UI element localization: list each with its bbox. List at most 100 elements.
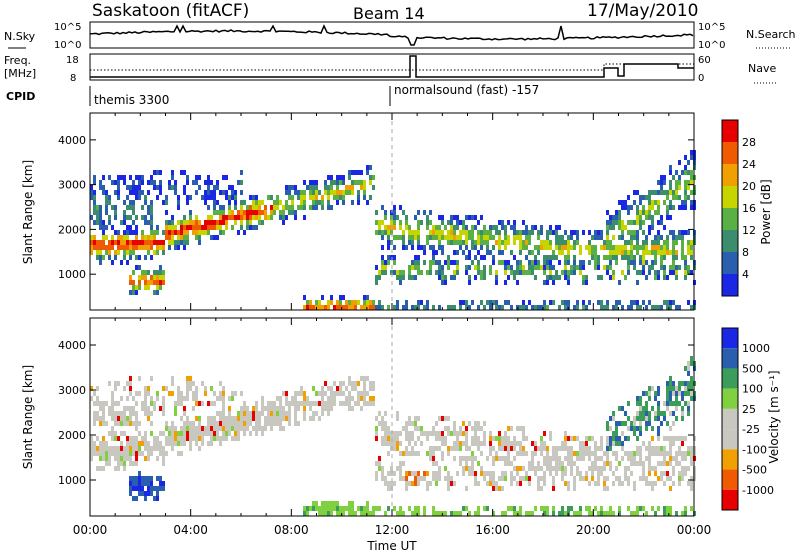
velocity-cell xyxy=(168,391,171,396)
power-cell xyxy=(432,305,435,310)
velocity-cell xyxy=(567,451,570,456)
power-cell xyxy=(153,250,156,255)
power-cell xyxy=(681,235,684,240)
velocity-cell xyxy=(396,416,399,421)
power-cell xyxy=(321,305,324,310)
velocity-cell xyxy=(228,411,231,416)
power-cell xyxy=(159,185,162,190)
power-cell xyxy=(156,250,159,255)
power-cell xyxy=(186,230,189,235)
power-cell xyxy=(117,185,120,190)
velocity-cell xyxy=(267,411,270,416)
velocity-cell xyxy=(408,416,411,421)
power-cell xyxy=(150,240,153,245)
velocity-cell xyxy=(657,391,660,396)
power-cell xyxy=(456,240,459,245)
velocity-cell xyxy=(579,506,582,511)
power-cell xyxy=(255,195,258,200)
power-cell xyxy=(330,295,333,300)
velocity-cell xyxy=(447,486,450,491)
power-cell xyxy=(300,190,303,195)
velocity-cell xyxy=(618,511,621,516)
power-cell xyxy=(168,245,171,250)
velocity-cell xyxy=(606,486,609,491)
velocity-cell xyxy=(435,461,438,466)
velocity-cell xyxy=(603,481,606,486)
velocity-cell xyxy=(363,506,366,511)
power-cell xyxy=(624,205,627,210)
velocity-cell xyxy=(636,426,639,431)
velocity-cell xyxy=(615,426,618,431)
power-cell xyxy=(459,235,462,240)
power-cell xyxy=(210,190,213,195)
velocity-cell xyxy=(654,481,657,486)
velocity-cell xyxy=(678,481,681,486)
velocity-cell xyxy=(189,386,192,391)
velocity-cell xyxy=(660,471,663,476)
velocity-cell xyxy=(192,426,195,431)
velocity-cell xyxy=(456,446,459,451)
power-cell xyxy=(189,225,192,230)
velocity-cell xyxy=(135,476,138,481)
velocity-cell xyxy=(648,461,651,466)
velocity-cell xyxy=(102,466,105,471)
velocity-cell xyxy=(195,386,198,391)
power-cell xyxy=(219,215,222,220)
velocity-cell xyxy=(219,426,222,431)
velocity-cell xyxy=(444,436,447,441)
velocity-cell xyxy=(615,476,618,481)
velocity-cell xyxy=(354,381,357,386)
power-cell xyxy=(126,225,129,230)
power-cell xyxy=(558,240,561,245)
power-cell xyxy=(450,240,453,245)
velocity-cell xyxy=(555,451,558,456)
power-cell xyxy=(414,235,417,240)
power-cell xyxy=(495,240,498,245)
power-cell xyxy=(144,215,147,220)
power-cell xyxy=(417,240,420,245)
velocity-cell xyxy=(129,486,132,491)
velocity-cell xyxy=(462,506,465,511)
power-cell xyxy=(183,170,186,175)
power-cell xyxy=(564,245,567,250)
power-cell xyxy=(417,260,420,265)
velocity-cell xyxy=(600,471,603,476)
power-cell xyxy=(105,235,108,240)
velocity-cell xyxy=(690,451,693,456)
velocity-cell xyxy=(402,476,405,481)
velocity-cell xyxy=(462,471,465,476)
power-cell xyxy=(636,270,639,275)
velocity-cell xyxy=(609,416,612,421)
velocity-cell xyxy=(372,386,375,391)
power-cell xyxy=(225,175,228,180)
velocity-cell xyxy=(438,446,441,451)
power-cell xyxy=(573,265,576,270)
power-cell xyxy=(243,215,246,220)
velocity-cell xyxy=(678,451,681,456)
power-cell xyxy=(186,235,189,240)
power-cell xyxy=(144,245,147,250)
velocity-cell xyxy=(228,406,231,411)
power-cell xyxy=(606,220,609,225)
colorbar-swatch xyxy=(722,469,738,490)
power-cell xyxy=(123,250,126,255)
power-cell xyxy=(258,200,261,205)
velocity-cell xyxy=(426,451,429,456)
velocity-cell xyxy=(417,511,420,516)
power-cell xyxy=(465,245,468,250)
power-cell xyxy=(171,235,174,240)
power-cell xyxy=(303,200,306,205)
velocity-cell xyxy=(657,411,660,416)
power-cell xyxy=(123,220,126,225)
power-cell xyxy=(552,265,555,270)
power-cell xyxy=(207,215,210,220)
velocity-cell xyxy=(138,476,141,481)
power-cell xyxy=(582,305,585,310)
power-cell xyxy=(147,205,150,210)
velocity-cell xyxy=(462,456,465,461)
velocity-cell xyxy=(642,391,645,396)
velocity-cell xyxy=(672,471,675,476)
power-cell xyxy=(396,215,399,220)
velocity-cell xyxy=(639,406,642,411)
velocity-cell xyxy=(360,376,363,381)
